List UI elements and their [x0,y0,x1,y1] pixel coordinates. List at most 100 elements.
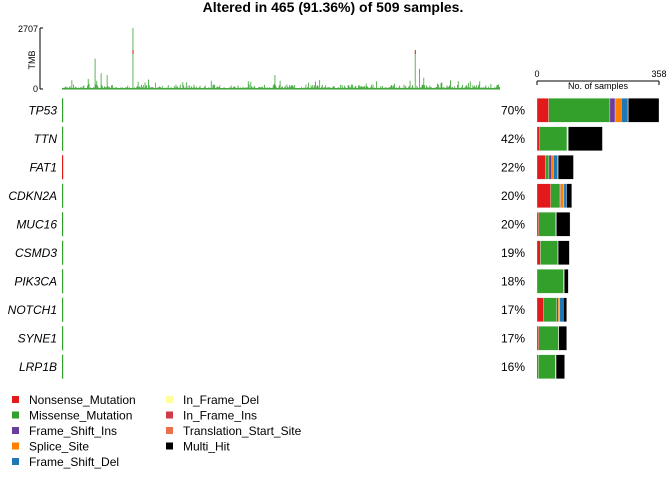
tmb-bar [469,81,471,89]
tmb-bar [123,87,125,89]
tmb-bar [67,87,68,89]
tmb-bar [457,81,459,89]
tmb-bar [475,87,476,89]
tmb-bar [325,85,327,89]
tmb-bar [395,87,397,89]
matrix-cell [62,155,64,180]
tmb-bar [467,87,469,89]
legend-swatch-frame-shift-ins [12,427,19,434]
tmb-bar [444,87,445,89]
legend-label-frame-shift-ins: Frame_Shift_Ins [29,424,117,438]
matrix-cell [62,126,64,151]
tmb-bar [370,87,371,89]
tmb-bar [370,84,372,89]
tmb-bar [313,87,315,89]
tmb-bar [183,85,185,89]
tmb-bar [97,85,99,89]
gene-pct-csmd3: 19% [501,246,525,260]
tmb-bar [138,87,140,89]
tmb-bar [156,87,158,89]
gene-pct-lrp1b: 16% [501,360,525,374]
tmb-bar [293,87,295,89]
bar-segment-splice-site [551,155,554,180]
bar-segment-nonsense-mutation [536,240,541,265]
tmb-bar [74,87,75,89]
tmb-bar [430,87,432,89]
tmb-bar [484,87,486,89]
legend-label-splice-site: Splice_Site [29,440,89,454]
tmb-bar [341,85,343,89]
tmb-bar [307,87,309,89]
tmb-bar [131,87,133,89]
legend-swatch-in-frame-ins [166,411,173,419]
tmb-bar [101,85,103,89]
tmb-axis-label: TMB [27,51,37,70]
tmb-bar [148,79,149,89]
legend-label-nonsense-mutation: Nonsense_Mutation [29,393,136,407]
tmb-bar [239,87,241,89]
tmb-bar [140,87,142,89]
tmb-bar [137,81,139,89]
tmb-bar [431,87,432,89]
tmb-bar [361,86,363,89]
tmb-bar [391,85,393,89]
tmb-bar [426,87,428,89]
tmb-bar [472,85,474,89]
tmb-bar [378,87,380,89]
tmb-bar [369,87,370,89]
bar-segment-frame-shift-del [563,183,567,208]
tmb-bar [342,87,344,89]
tmb-bar [141,84,142,89]
tmb-bar [459,87,461,89]
matrix-cell [62,183,64,208]
legend-swatch-frame-shift-del [12,458,19,465]
tmb-bar [75,87,77,89]
tmb-bar [266,87,268,89]
tmb-bar [428,87,430,89]
bar-segment-nonsense-mutation [536,126,540,151]
tmb-bar [217,87,219,89]
tmb-bar [190,87,191,89]
tmb-bar [420,87,422,89]
tmb-bar [206,87,208,89]
tmb-bar [107,86,109,89]
tmb-bar [485,85,487,89]
gene-pct-pik3ca: 18% [501,274,525,288]
tmb-bar [142,85,144,89]
tmb-bar [276,87,278,89]
tmb-min-label: 0 [33,84,38,94]
tmb-bar [184,87,185,89]
tmb-bar [419,87,421,89]
tmb-bar [408,86,410,89]
tmb-bar [338,87,339,89]
tmb-bar [449,85,450,89]
tmb-bar [82,86,84,89]
gene-pct-notch1: 17% [501,303,525,317]
bar-segment-multi-hit [556,212,571,237]
tmb-bar [199,85,201,89]
tmb-bar [416,85,418,89]
tmb-bar [458,87,460,89]
tmb-bar [65,86,67,89]
tmb-bar [260,87,262,89]
tmb-bar [160,87,162,89]
tmb-bar [228,87,230,89]
tmb-bar [406,87,407,89]
bar-segment-missense-mutation [550,183,560,208]
tmb-bar [286,84,288,89]
tmb-bar [310,85,312,89]
tmb-bar [299,87,301,89]
bar-segment-missense-mutation [548,98,611,123]
tmb-bar [90,87,92,89]
tmb-bar [411,87,413,89]
tmb-bar [160,87,161,89]
tmb-bar [198,87,200,89]
tmb-bar [265,87,266,89]
tmb-bar [453,87,455,89]
tmb-bar [464,87,466,89]
tmb-bar [450,80,451,89]
tmb-bar [228,87,229,89]
gene-label-ttn: TTN [34,132,58,146]
bar-segment-frame-shift-del [559,297,564,322]
tmb-bar [351,84,352,89]
